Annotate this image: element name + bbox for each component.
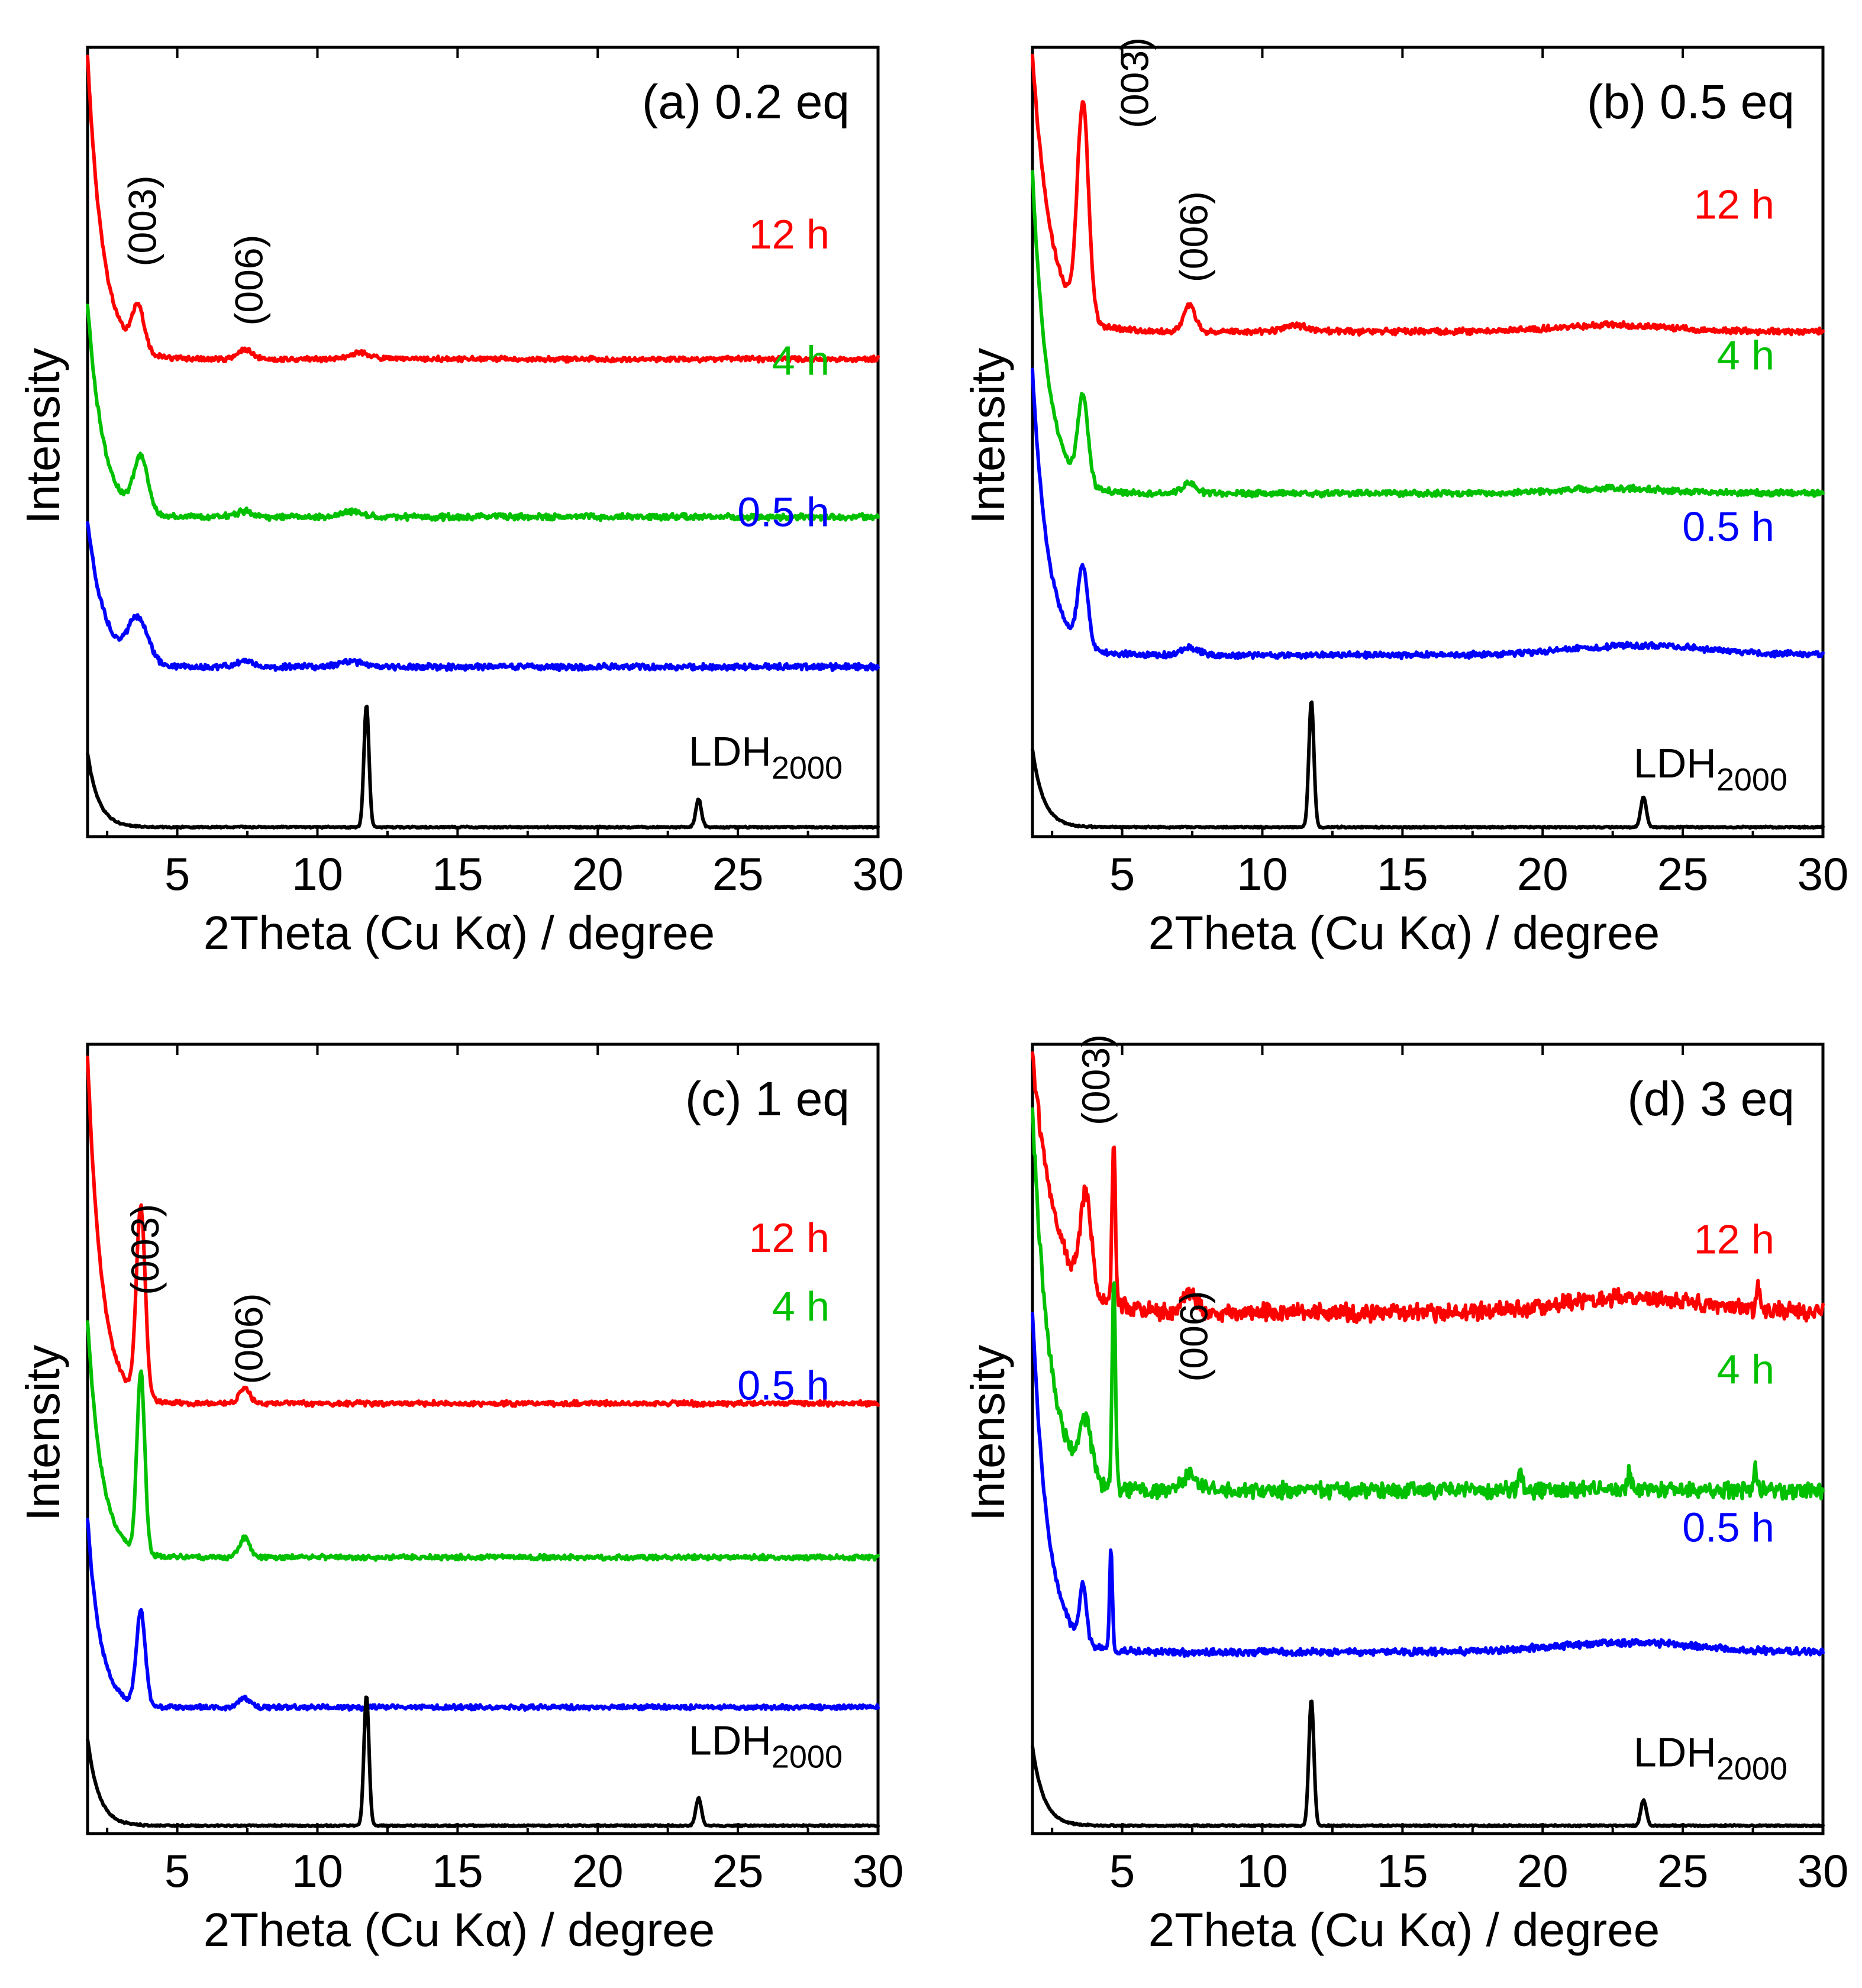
trace-4-h	[86, 1320, 880, 1562]
series-label: 0.5 h	[737, 1362, 830, 1408]
panel-title: (d) 3 eq	[1627, 1072, 1795, 1126]
trace-0-5-h	[1031, 1312, 1825, 1658]
series-label: 12 h	[1694, 1216, 1774, 1263]
x-tick-label: 15	[432, 848, 483, 900]
x-tick-label: 25	[1657, 848, 1709, 900]
series-label: 0.5 h	[737, 489, 830, 535]
series-label: LDH2000	[689, 1718, 843, 1775]
x-tick-label: 5	[1109, 1845, 1135, 1897]
trace-0-5-h	[1031, 367, 1825, 660]
x-tick-label: 25	[1657, 1845, 1709, 1897]
x-tick-label: 30	[1798, 1845, 1849, 1897]
series-label: 4 h	[1717, 1347, 1774, 1393]
series-label: LDH2000	[689, 728, 843, 786]
x-tick-label: 20	[572, 1845, 624, 1897]
panel-title: (b) 0.5 eq	[1587, 75, 1795, 129]
series-label: LDH2000	[1634, 1729, 1787, 1787]
series-label-sub: 2000	[1716, 762, 1787, 798]
peak-annotation: (003)	[1112, 37, 1156, 128]
trace-4-h	[1031, 170, 1825, 499]
x-tick-label: 20	[572, 848, 624, 900]
x-tick-label: 30	[1798, 848, 1849, 900]
series-label-sub: 2000	[772, 750, 843, 786]
peak-annotation: (006)	[1172, 1291, 1215, 1382]
y-axis-label: Intensity	[961, 348, 1014, 524]
peak-annotation: (003)	[123, 1204, 167, 1295]
x-tick-label: 5	[1109, 848, 1135, 900]
x-tick-label: 15	[1377, 1845, 1428, 1897]
trace-LDH2000	[86, 705, 880, 830]
panel-b: 5 10 15 20 25 30 2Theta (Cu Kα) / degree Intens…	[961, 37, 1848, 959]
panel-d: 5 10 15 20 25 30 2Theta (Cu Kα) / degree Intens…	[961, 1034, 1848, 1956]
series-label: LDH2000	[1634, 740, 1787, 798]
x-tick-label: 20	[1517, 1845, 1569, 1897]
plot-frame	[1031, 1043, 1825, 1835]
x-tick-label: 20	[1517, 848, 1569, 900]
panel-c: 5 10 15 20 25 30 2Theta (Cu Kα) / degree Intens…	[17, 1043, 904, 1956]
peak-annotation: (006)	[227, 1293, 270, 1384]
trace-0-5-h	[86, 521, 880, 672]
peak-annotation: (006)	[227, 234, 270, 325]
peak-annotation: (003)	[1074, 1034, 1118, 1125]
plot-frame	[86, 1043, 880, 1835]
x-tick-label: 15	[1377, 848, 1428, 900]
panel-title: (a) 0.2 eq	[642, 75, 850, 129]
trace-4-h	[86, 304, 880, 522]
series-label: 4 h	[772, 338, 830, 384]
x-tick-label: 10	[1237, 848, 1288, 900]
peak-annotation: (006)	[1172, 191, 1215, 282]
series-label: 4 h	[1717, 332, 1774, 378]
series-label-sub: 2000	[772, 1740, 843, 1775]
panel-title: (c) 1 eq	[685, 1072, 850, 1126]
series-label: 12 h	[749, 1215, 830, 1261]
x-tick-label: 30	[853, 1845, 904, 1897]
series-label: 0.5 h	[1682, 504, 1774, 550]
series-label: 12 h	[749, 211, 830, 257]
x-tick-label: 5	[164, 1845, 190, 1897]
series-label-main: LDH	[689, 1718, 772, 1764]
panel-a: 5 10 15 20 25 30 2Theta (Cu Kα) / degree Intens…	[17, 46, 904, 959]
trace-LDH2000	[1031, 1699, 1825, 1829]
plot-frame	[86, 46, 880, 838]
peak-annotation: (003)	[120, 175, 164, 266]
series-label: 4 h	[772, 1283, 830, 1329]
x-axis-label: 2Theta (Cu Kα) / degree	[1148, 1903, 1660, 1956]
series-label-main: LDH	[1634, 1729, 1716, 1776]
trace-12-h	[86, 1056, 880, 1408]
x-axis-label: 2Theta (Cu Kα) / degree	[204, 1903, 715, 1956]
x-tick-label: 5	[164, 848, 190, 900]
series-label-main: LDH	[1634, 740, 1716, 786]
trace-0-5-h	[86, 1518, 880, 1712]
y-axis-label: Intensity	[961, 1345, 1014, 1521]
series-label: 0.5 h	[1682, 1504, 1774, 1550]
trace-LDH2000	[1031, 700, 1825, 830]
x-axis-label: 2Theta (Cu Kα) / degree	[204, 906, 715, 959]
plot-frame	[1031, 46, 1825, 838]
x-tick-label: 10	[292, 1845, 343, 1897]
x-tick-label: 15	[432, 1845, 483, 1897]
x-tick-label: 25	[712, 1845, 764, 1897]
trace-12-h	[1031, 1051, 1825, 1324]
trace-LDH2000	[86, 1695, 880, 1829]
x-tick-label: 10	[292, 848, 343, 900]
x-axis-label: 2Theta (Cu Kα) / degree	[1148, 906, 1660, 959]
trace-4-h	[1031, 1107, 1825, 1501]
trace-12-h	[1031, 53, 1825, 337]
x-tick-label: 25	[712, 848, 764, 900]
series-label-sub: 2000	[1716, 1751, 1787, 1787]
series-label: 12 h	[1694, 181, 1774, 227]
series-label-main: LDH	[689, 728, 772, 774]
x-tick-label: 30	[853, 848, 904, 900]
x-tick-label: 10	[1237, 1845, 1288, 1897]
trace-12-h	[86, 54, 880, 364]
y-axis-label: Intensity	[17, 348, 69, 524]
y-axis-label: Intensity	[17, 1345, 69, 1521]
